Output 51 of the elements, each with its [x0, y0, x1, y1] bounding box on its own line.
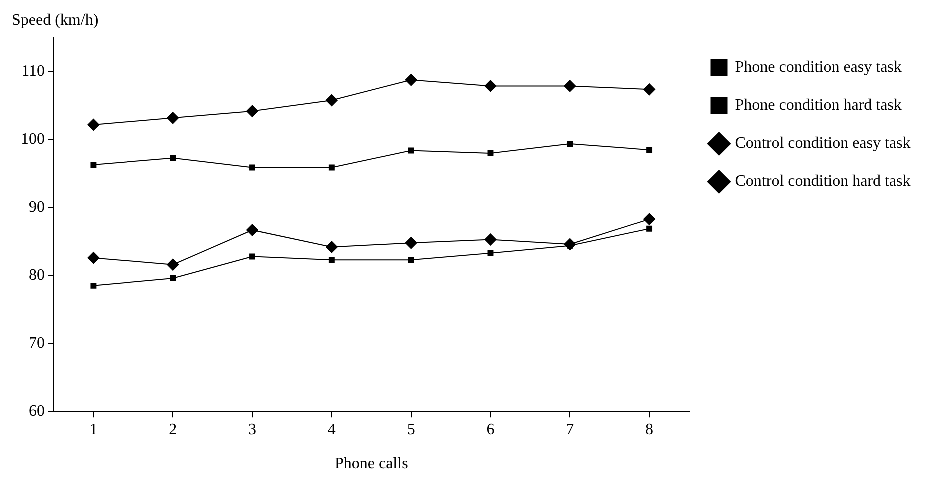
- point: [246, 105, 259, 118]
- x-tick-label: 8: [646, 421, 654, 438]
- y-tick-label: 60: [29, 402, 45, 420]
- point: [484, 234, 497, 246]
- point: [405, 74, 418, 86]
- point: [90, 162, 97, 168]
- point: [90, 282, 97, 289]
- legend-label: Control condition hard task: [735, 173, 911, 190]
- point: [326, 241, 338, 254]
- point: [250, 164, 256, 171]
- y-tick-label: 80: [29, 266, 45, 284]
- x-tick-label: 2: [169, 421, 178, 438]
- point: [170, 155, 176, 162]
- y-tick-label: 90: [29, 199, 45, 216]
- point: [567, 140, 574, 147]
- legend-label: Phone condition hard task: [735, 97, 902, 114]
- point: [250, 254, 256, 260]
- legend-label: Phone condition easy task: [735, 59, 902, 76]
- point: [328, 164, 335, 171]
- legend-label: Control condition easy task: [735, 135, 911, 152]
- point: [408, 148, 414, 154]
- point: [646, 147, 653, 154]
- point: [167, 112, 180, 124]
- point: [326, 94, 338, 106]
- point: [167, 258, 180, 271]
- point: [644, 213, 656, 226]
- x-tick-label: 3: [248, 421, 257, 438]
- x-tick-label: 1: [90, 421, 98, 438]
- x-axis-title: Phone calls: [334, 456, 408, 473]
- x-tick-label: 6: [486, 421, 495, 438]
- y-tick-label: 70: [29, 334, 45, 352]
- x-tick-label: 5: [407, 421, 416, 438]
- point: [646, 226, 653, 232]
- point: [644, 84, 656, 96]
- point: [88, 252, 100, 264]
- point: [170, 275, 176, 282]
- point: [408, 257, 414, 264]
- point: [88, 118, 100, 131]
- x-tick-label: 4: [328, 421, 336, 438]
- point: [328, 257, 335, 264]
- y-tick-label: 110: [22, 63, 45, 80]
- point: [405, 237, 418, 250]
- point: [246, 224, 259, 236]
- point: [564, 80, 576, 92]
- point: [484, 80, 497, 92]
- point: [564, 238, 576, 250]
- y-tick-label: 100: [21, 131, 45, 148]
- y-axis-title: Speed (km/h): [12, 12, 99, 30]
- point: [488, 250, 494, 256]
- point: [488, 150, 494, 156]
- x-tick-label: 7: [566, 421, 574, 438]
